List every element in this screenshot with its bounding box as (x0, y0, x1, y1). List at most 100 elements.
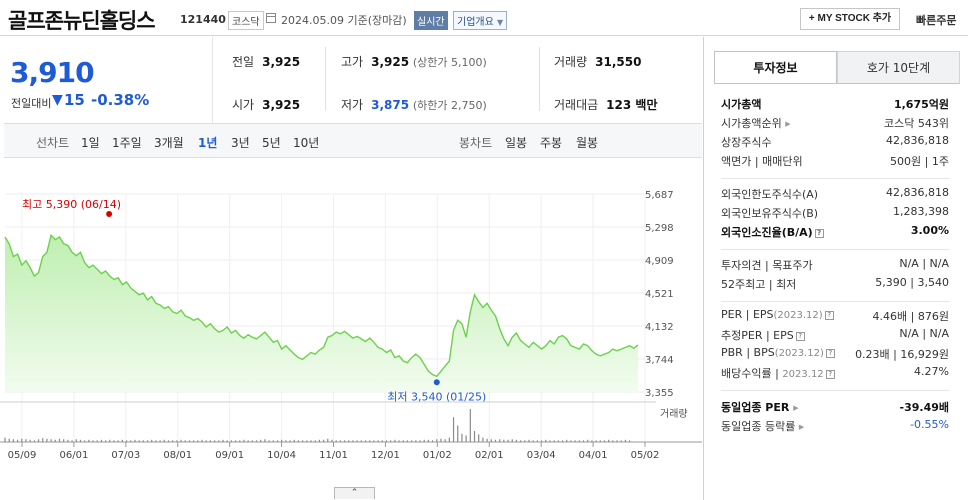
price-stats: 전일 3,925 시가 3,925 고가 3,925 (상한가 5,100) 저가 3,… (214, 37, 702, 123)
period-3m[interactable]: 3개월 (154, 136, 184, 150)
help-icon[interactable]: ? (825, 369, 835, 379)
volume-bar (415, 440, 417, 442)
panel-tabs: 투자정보 호가 10단계 (714, 51, 960, 84)
period-1d[interactable]: 1일 (81, 136, 100, 150)
help-icon[interactable]: ? (824, 310, 834, 320)
volume-bar (230, 440, 232, 442)
volume-bar (499, 439, 501, 442)
volume-bar (67, 439, 69, 442)
volume-bar (188, 440, 191, 442)
volume-bar (616, 440, 618, 442)
volume-bar (469, 409, 471, 442)
price-area (5, 235, 638, 392)
volume-bar (201, 439, 203, 442)
volume-bar (251, 440, 253, 442)
volume-bar (8, 438, 10, 442)
volume-bar (335, 440, 337, 442)
investment-panel: 투자정보 호가 10단계 시가총액 1,675억원 시가총액순위 ▶ 코스닥 543… (703, 37, 968, 500)
period-5y[interactable]: 5년 (262, 136, 281, 150)
volume-bar (234, 440, 237, 442)
volume-bar (557, 440, 559, 442)
chart-toolbar: 선차트 1일 1주일 3개월 1년 3년 5년 10년 봉차트 일봉 주봉 월봉 (4, 123, 702, 158)
volume-bar (226, 440, 228, 442)
candle-chart-label[interactable]: 봉차트 (459, 136, 493, 150)
volume-bar (536, 440, 538, 442)
candle-monthly[interactable]: 월봉 (576, 136, 599, 150)
period-1y[interactable]: 1년 (198, 136, 218, 150)
row-opinion: 투자의견 | 목표주가 N/A | N/A (721, 257, 949, 272)
help-icon[interactable]: ? (795, 331, 805, 341)
volume-bar (457, 425, 459, 442)
volume-bar (218, 440, 220, 442)
scroll-up-button[interactable]: ⌃ (334, 487, 375, 499)
volume-bar (574, 440, 576, 442)
line-chart-label[interactable]: 선차트 (36, 136, 70, 150)
row-foreign-ratio: 외국인소진율(B/A)? 3.00% (721, 224, 949, 239)
stock-name: 골프존뉴딘홀딩스 (8, 9, 156, 33)
x-tick-label: 07/03 (111, 450, 140, 461)
divider (539, 47, 540, 111)
stat-open: 시가 3,925 (232, 98, 301, 112)
volume-bar (402, 440, 404, 442)
tab-investment-info[interactable]: 투자정보 (714, 51, 837, 84)
row-sector-per: 동일업종 PER ▶ -39.49배 (721, 401, 949, 414)
down-triangle-icon: ▼ (52, 92, 63, 108)
period-1w[interactable]: 1주일 (112, 136, 142, 150)
change-percent: -0.38% (91, 91, 150, 109)
volume-bar (222, 439, 224, 442)
volume-bar (25, 439, 27, 442)
volume-bar (113, 440, 115, 442)
caret-right-icon[interactable]: ▶ (798, 423, 805, 431)
help-icon[interactable]: ? (825, 348, 835, 358)
volume-bar (176, 440, 178, 442)
realtime-button[interactable]: 실시간 (414, 11, 448, 30)
price-chart[interactable]: 5,687 5,298 4,909 4,521 4,132 3,744 3,355 05/09… (0, 159, 702, 500)
market-badge: 코스닥 (228, 11, 264, 30)
volume-bar (268, 440, 270, 442)
row-foreign-hold: 외국인보유주식수(B) 1,283,398 (721, 205, 949, 220)
divider (721, 249, 949, 250)
y-tick-label: 4,132 (645, 322, 674, 333)
volume-bar (486, 438, 488, 442)
volume-bar (545, 439, 547, 442)
volume-bar (570, 440, 572, 442)
volume-bar (528, 439, 530, 442)
volume-bar (515, 439, 518, 442)
volume-bar (214, 440, 216, 442)
volume-bar (381, 440, 383, 442)
volume-bar (88, 439, 90, 442)
add-mystock-button[interactable]: + MY STOCK 추가 (800, 8, 900, 30)
quick-order-button[interactable]: 빠른주문 (916, 14, 957, 27)
volume-bar (184, 440, 186, 442)
period-3y[interactable]: 3년 (231, 136, 250, 150)
stock-code: 121440 (180, 13, 226, 26)
volume-bar (473, 431, 476, 442)
volume-bar (29, 439, 31, 442)
volume-bar (385, 440, 388, 442)
volume-bar (348, 440, 350, 442)
row-52week: 52주최고 | 최저 5,390 | 3,540 (721, 276, 949, 291)
help-icon[interactable]: ? (814, 228, 824, 238)
candle-weekly[interactable]: 주봉 (540, 136, 563, 150)
volume-bar (423, 439, 425, 442)
volume-bar (398, 440, 400, 442)
volume-bar (12, 439, 14, 442)
volume-bar (411, 440, 413, 442)
period-10y[interactable]: 10년 (293, 136, 320, 150)
volume-bar (549, 440, 551, 442)
basis-date: 2024.05.09 기준(장마감) (281, 14, 407, 27)
stat-amount: 거래대금 123 백만 (554, 98, 658, 112)
volume-bar (50, 439, 52, 442)
caret-right-icon[interactable]: ▶ (793, 404, 799, 412)
caret-right-icon[interactable]: ▶ (785, 120, 791, 128)
volume-bar (155, 440, 157, 442)
volume-bar (243, 439, 245, 442)
candle-daily[interactable]: 일봉 (505, 136, 528, 150)
company-info-dropdown[interactable]: 기업개요 ▼ (453, 11, 508, 30)
volume-bar (58, 438, 61, 442)
x-tick-label: 12/01 (371, 450, 400, 461)
volume-bar (193, 440, 195, 442)
volume-bar (343, 440, 346, 442)
tab-orderbook[interactable]: 호가 10단계 (837, 51, 960, 84)
volume-bar (478, 434, 480, 442)
